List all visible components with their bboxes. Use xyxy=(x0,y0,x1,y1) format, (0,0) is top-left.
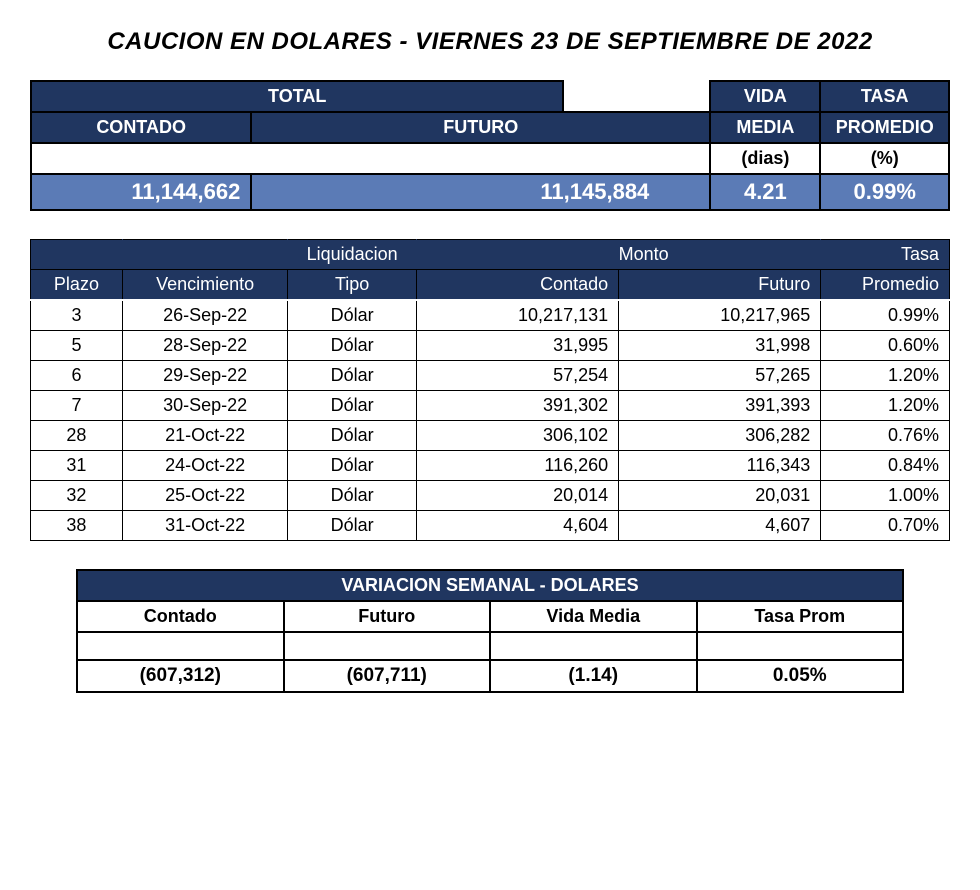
cell-tipo: Dólar xyxy=(288,421,417,451)
cell-vencimiento: 26-Sep-22 xyxy=(122,300,287,331)
cell-vencimiento: 29-Sep-22 xyxy=(122,361,287,391)
cell-contado: 4,604 xyxy=(416,511,618,541)
summary-col-vida: VIDA xyxy=(710,81,820,112)
variation-val-contado: (607,312) xyxy=(77,660,284,692)
detail-hdr-liquidacion: Liquidacion xyxy=(288,240,417,270)
cell-futuro: 20,031 xyxy=(619,481,821,511)
summary-col-contado: CONTADO xyxy=(31,112,251,143)
cell-plazo: 31 xyxy=(31,451,123,481)
cell-tipo: Dólar xyxy=(288,511,417,541)
cell-vencimiento: 31-Oct-22 xyxy=(122,511,287,541)
page-title: CAUCION EN DOLARES - VIERNES 23 DE SEPTI… xyxy=(30,28,950,56)
cell-vencimiento: 30-Sep-22 xyxy=(122,391,287,421)
detail-hdr-prom: Promedio xyxy=(821,270,950,301)
cell-tasa: 0.99% xyxy=(821,300,950,331)
table-row: 326-Sep-22Dólar10,217,13110,217,9650.99% xyxy=(31,300,950,331)
summary-unit-pct: (%) xyxy=(820,143,949,174)
cell-futuro: 31,998 xyxy=(619,331,821,361)
detail-hdr-blank2 xyxy=(122,240,287,270)
cell-tipo: Dólar xyxy=(288,361,417,391)
cell-vencimiento: 28-Sep-22 xyxy=(122,331,287,361)
table-row: 2821-Oct-22Dólar306,102306,2820.76% xyxy=(31,421,950,451)
detail-hdr-monto: Monto xyxy=(416,240,820,270)
cell-tasa: 1.20% xyxy=(821,361,950,391)
detail-hdr-blank1 xyxy=(31,240,123,270)
summary-col-promedio: PROMEDIO xyxy=(820,112,949,143)
cell-contado: 31,995 xyxy=(416,331,618,361)
cell-contado: 20,014 xyxy=(416,481,618,511)
cell-futuro: 10,217,965 xyxy=(619,300,821,331)
detail-table: Liquidacion Monto Tasa Plazo Vencimiento… xyxy=(30,239,950,541)
cell-plazo: 32 xyxy=(31,481,123,511)
summary-table: TOTAL VIDA TASA CONTADO FUTURO MEDIA PRO… xyxy=(30,80,950,211)
table-row: 3124-Oct-22Dólar116,260116,3430.84% xyxy=(31,451,950,481)
table-row: 3225-Oct-22Dólar20,01420,0311.00% xyxy=(31,481,950,511)
detail-hdr-futuro: Futuro xyxy=(619,270,821,301)
variation-col-contado: Contado xyxy=(77,601,284,632)
cell-tasa: 1.00% xyxy=(821,481,950,511)
cell-plazo: 3 xyxy=(31,300,123,331)
cell-tasa: 1.20% xyxy=(821,391,950,421)
detail-hdr-tipo: Tipo xyxy=(288,270,417,301)
variation-val-futuro: (607,711) xyxy=(284,660,491,692)
table-row: 3831-Oct-22Dólar4,6044,6070.70% xyxy=(31,511,950,541)
summary-col-total: TOTAL xyxy=(31,81,563,112)
summary-col-futuro: FUTURO xyxy=(251,112,710,143)
cell-tipo: Dólar xyxy=(288,331,417,361)
table-row: 629-Sep-22Dólar57,25457,2651.20% xyxy=(31,361,950,391)
cell-vencimiento: 21-Oct-22 xyxy=(122,421,287,451)
cell-plazo: 6 xyxy=(31,361,123,391)
cell-contado: 57,254 xyxy=(416,361,618,391)
cell-tipo: Dólar xyxy=(288,481,417,511)
detail-hdr-venc: Vencimiento xyxy=(122,270,287,301)
variation-title: VARIACION SEMANAL - DOLARES xyxy=(77,570,903,601)
cell-tipo: Dólar xyxy=(288,451,417,481)
cell-contado: 306,102 xyxy=(416,421,618,451)
cell-contado: 116,260 xyxy=(416,451,618,481)
detail-hdr-tasa: Tasa xyxy=(821,240,950,270)
variation-val-tasa: 0.05% xyxy=(697,660,904,692)
summary-col-media: MEDIA xyxy=(710,112,820,143)
detail-hdr-plazo: Plazo xyxy=(31,270,123,301)
variation-col-futuro: Futuro xyxy=(284,601,491,632)
summary-val-vida: 4.21 xyxy=(710,174,820,210)
table-row: 730-Sep-22Dólar391,302391,3931.20% xyxy=(31,391,950,421)
cell-tasa: 0.84% xyxy=(821,451,950,481)
cell-contado: 391,302 xyxy=(416,391,618,421)
cell-tipo: Dólar xyxy=(288,391,417,421)
summary-val-futuro: 11,145,884 xyxy=(251,174,710,210)
cell-futuro: 116,343 xyxy=(619,451,821,481)
cell-vencimiento: 25-Oct-22 xyxy=(122,481,287,511)
cell-plazo: 28 xyxy=(31,421,123,451)
cell-contado: 10,217,131 xyxy=(416,300,618,331)
cell-tasa: 0.60% xyxy=(821,331,950,361)
cell-plazo: 7 xyxy=(31,391,123,421)
variation-table: VARIACION SEMANAL - DOLARES Contado Futu… xyxy=(76,569,904,693)
cell-tipo: Dólar xyxy=(288,300,417,331)
variation-col-tasa: Tasa Prom xyxy=(697,601,904,632)
cell-tasa: 0.76% xyxy=(821,421,950,451)
summary-col-tasa: TASA xyxy=(820,81,949,112)
cell-tasa: 0.70% xyxy=(821,511,950,541)
cell-vencimiento: 24-Oct-22 xyxy=(122,451,287,481)
cell-futuro: 4,607 xyxy=(619,511,821,541)
cell-futuro: 391,393 xyxy=(619,391,821,421)
table-row: 528-Sep-22Dólar31,99531,9980.60% xyxy=(31,331,950,361)
summary-val-contado: 11,144,662 xyxy=(31,174,251,210)
variation-val-vida: (1.14) xyxy=(490,660,697,692)
cell-futuro: 306,282 xyxy=(619,421,821,451)
cell-plazo: 38 xyxy=(31,511,123,541)
variation-col-vida: Vida Media xyxy=(490,601,697,632)
summary-unit-dias: (dias) xyxy=(710,143,820,174)
summary-blank xyxy=(31,143,710,174)
cell-futuro: 57,265 xyxy=(619,361,821,391)
summary-val-tasa: 0.99% xyxy=(820,174,949,210)
detail-hdr-contado: Contado xyxy=(416,270,618,301)
summary-spacer xyxy=(563,81,710,112)
cell-plazo: 5 xyxy=(31,331,123,361)
